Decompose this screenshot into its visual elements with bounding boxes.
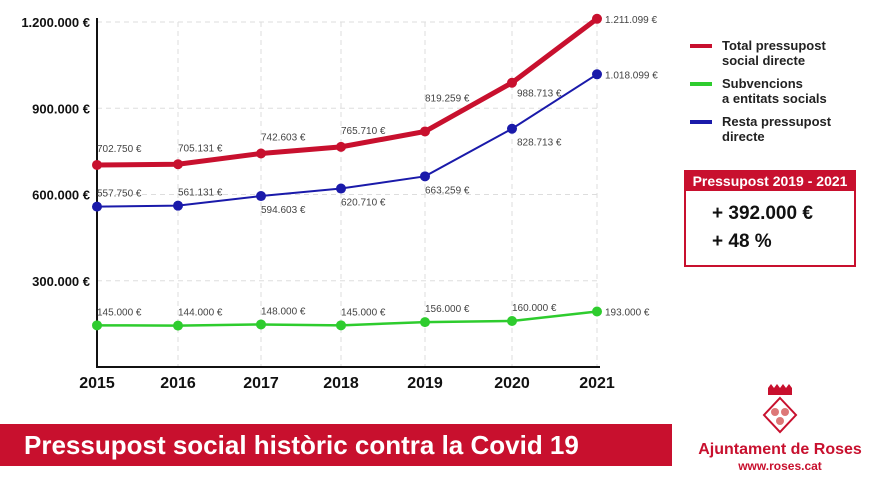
data-point <box>420 171 430 182</box>
data-label: 765.710 € <box>341 126 386 137</box>
data-label: 702.750 € <box>97 144 142 155</box>
data-point <box>592 13 602 24</box>
title-banner: Pressupost social històric contra la Cov… <box>0 424 672 466</box>
logo-name: Ajuntament de Roses <box>698 441 862 458</box>
data-point <box>92 201 102 212</box>
legend-swatch <box>690 44 712 48</box>
data-point <box>592 69 602 80</box>
coat-of-arms-icon <box>762 384 798 434</box>
legend-swatch <box>690 120 712 124</box>
data-point <box>92 320 102 331</box>
data-label: 620.710 € <box>341 198 386 209</box>
data-point <box>507 77 517 88</box>
x-tick-label: 2020 <box>494 375 530 392</box>
data-label: 144.000 € <box>178 308 223 319</box>
x-tick-label: 2021 <box>579 375 615 392</box>
legend-label: social directe <box>722 53 806 68</box>
legend-item-resta: Resta pressupost directe <box>690 114 870 144</box>
legend-label: a entitats socials <box>722 91 827 106</box>
data-point <box>92 159 102 170</box>
data-point <box>336 183 346 194</box>
data-label: 160.000 € <box>512 303 557 314</box>
data-point <box>592 306 602 317</box>
data-label: 557.750 € <box>97 189 142 200</box>
logo: Ajuntament de Roses www.roses.cat <box>690 384 870 473</box>
data-point <box>173 159 183 170</box>
data-point <box>507 316 517 326</box>
x-tick-label: 2015 <box>79 375 115 392</box>
data-point <box>336 141 346 152</box>
data-label: 705.131 € <box>178 143 223 154</box>
data-label: 828.713 € <box>517 138 562 149</box>
data-point <box>256 191 266 202</box>
legend-label: directe <box>722 129 765 144</box>
data-point <box>507 123 517 134</box>
y-tick-label: 1.200.000 € <box>21 15 90 30</box>
x-tick-label: 2019 <box>407 375 443 392</box>
y-tick-label: 300.000 € <box>32 274 90 289</box>
summary-box: Pressupost 2019 - 2021 + 392.000 € + 48 … <box>684 170 856 267</box>
data-point <box>256 148 266 159</box>
data-label: 145.000 € <box>341 307 386 318</box>
data-label: 742.603 € <box>261 133 306 144</box>
data-point <box>420 317 430 328</box>
data-label: 156.000 € <box>425 304 470 315</box>
legend-label: Total pressupost <box>722 38 826 53</box>
summary-amount: + 392.000 € <box>712 203 813 224</box>
legend-item-subvencions: Subvencions a entitats socials <box>690 76 870 106</box>
y-tick-label: 600.000 € <box>32 188 90 203</box>
data-label: 561.131 € <box>178 188 223 199</box>
legend-swatch <box>690 82 712 86</box>
data-label: 193.000 € <box>605 308 650 319</box>
x-tick-label: 2018 <box>323 375 359 392</box>
legend-label: Subvencions <box>722 76 803 91</box>
data-point <box>173 320 183 331</box>
legend-label: Resta pressupost <box>722 114 832 129</box>
data-label: 594.603 € <box>261 205 306 216</box>
data-label: 663.259 € <box>425 185 470 196</box>
summary-title: Pressupost 2019 - 2021 <box>686 172 854 191</box>
logo-url: www.roses.cat <box>738 459 822 473</box>
legend-item-total: Total pressupost social directe <box>690 38 870 68</box>
data-label: 988.713 € <box>517 89 562 100</box>
legend: Total pressupost social directe Subvencio… <box>690 38 870 152</box>
data-label: 819.259 € <box>425 93 470 104</box>
data-label: 1.018.099 € <box>605 70 658 81</box>
data-label: 1.211.099 € <box>605 15 658 26</box>
x-tick-label: 2017 <box>243 375 279 392</box>
summary-percent: + 48 % <box>712 231 772 252</box>
data-point <box>336 320 346 331</box>
x-tick-label: 2016 <box>160 375 196 392</box>
data-point <box>420 126 430 137</box>
data-label: 148.000 € <box>261 306 306 317</box>
data-label: 145.000 € <box>97 307 142 318</box>
data-point <box>173 200 183 211</box>
y-tick-label: 900.000 € <box>32 101 90 116</box>
data-point <box>256 319 266 330</box>
line-chart: 300.000 € 600.000 € 900.000 € 1.200.000 € 20… <box>21 13 658 392</box>
